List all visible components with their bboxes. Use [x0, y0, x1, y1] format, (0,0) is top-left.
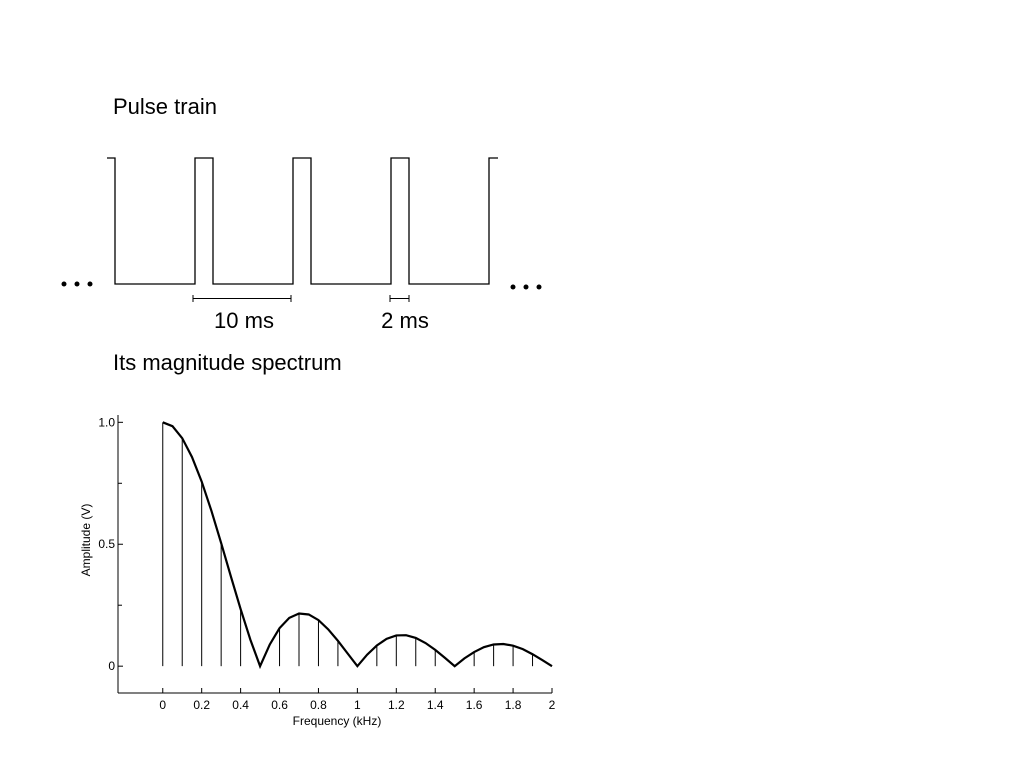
y-tick-label: 0.5 [98, 537, 115, 551]
pulse-waveform [107, 157, 498, 285]
x-tick-label: 1 [354, 698, 361, 712]
x-tick-label: 0.8 [310, 698, 327, 712]
x-tick-label: 0.6 [271, 698, 288, 712]
ellipsis-left [61, 281, 93, 287]
y-axis-label: Amplitude (V) [79, 504, 93, 577]
y-tick-label: 1.0 [98, 415, 115, 429]
x-tick-label: 1.4 [427, 698, 444, 712]
x-tick-label: 0 [159, 698, 166, 712]
ellipsis-right [510, 284, 542, 290]
spectrum-title: Its magnitude spectrum [113, 350, 342, 375]
x-axis-label: Frequency (kHz) [293, 714, 382, 728]
pulse-title: Pulse train [113, 94, 217, 119]
x-tick-label: 1.8 [505, 698, 522, 712]
width-label: 2 ms [381, 308, 429, 333]
period-bracket [192, 295, 292, 302]
x-tick-label: 1.6 [466, 698, 483, 712]
x-tick-label: 0.2 [193, 698, 210, 712]
envelope [162, 421, 553, 670]
width-bracket [389, 295, 410, 302]
x-tick-label: 1.2 [388, 698, 405, 712]
x-tick-label: 0.4 [232, 698, 249, 712]
period-label: 10 ms [214, 308, 274, 333]
spectrum-chart: 0 0.5 1.0 0 0.2 0.4 0.6 0.8 1 1.2 1.4 1.6 1.8 2 Freque… [79, 415, 556, 728]
x-tick-label: 2 [549, 698, 556, 712]
y-tick-label: 0 [108, 659, 115, 673]
